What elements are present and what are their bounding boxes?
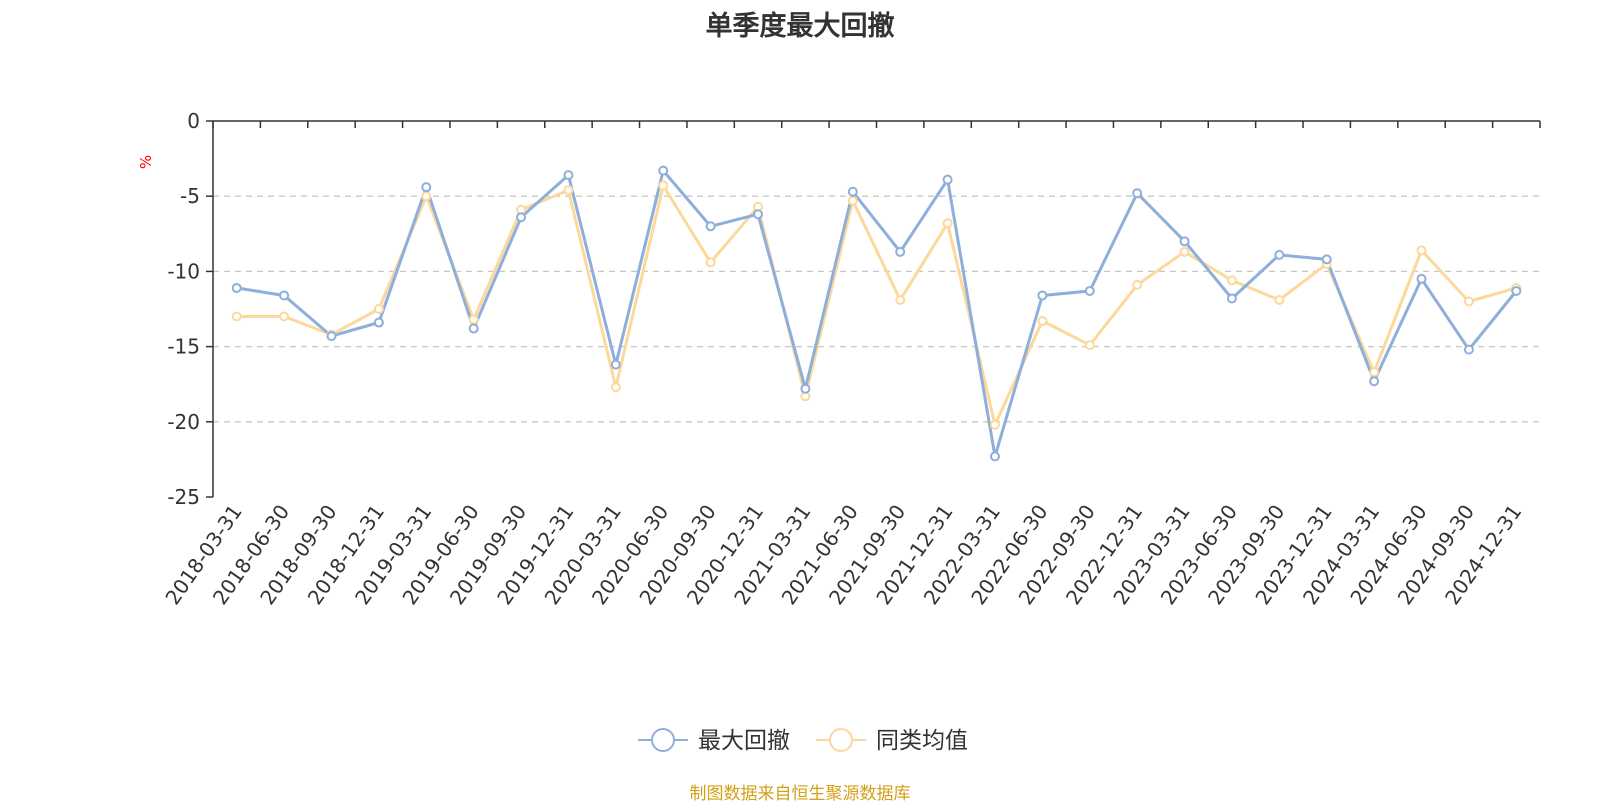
data-point (895, 294, 906, 305)
data-point (610, 382, 621, 393)
grid-lines (213, 195, 1540, 423)
data-point (516, 212, 527, 223)
data-point (421, 191, 432, 202)
legend-circle-icon (651, 728, 675, 752)
data-point (1463, 344, 1474, 355)
data-point (753, 209, 764, 220)
legend-label: 同类均值 (876, 728, 968, 754)
data-point (1226, 275, 1237, 286)
data-point (847, 186, 858, 197)
data-point (1511, 285, 1522, 296)
y-tick-label: -5 (180, 184, 200, 208)
data-point (231, 282, 242, 293)
data-point (1274, 294, 1285, 305)
y-tick-label: -15 (167, 335, 200, 359)
data-point (1084, 285, 1095, 296)
data-point (1369, 376, 1380, 387)
data-point (610, 359, 621, 370)
data-point (1369, 367, 1380, 378)
data-point (1321, 254, 1332, 265)
data-point (1463, 296, 1474, 307)
data-point (989, 419, 1000, 430)
legend-item[interactable]: 同类均值 (816, 728, 968, 754)
axes: 0-5-10-15-20-252018-03-312018-06-302018-… (160, 109, 1541, 609)
data-point (1179, 236, 1190, 247)
data-point (563, 185, 574, 196)
data-point (373, 304, 384, 314)
data-point (373, 317, 384, 328)
data-point (326, 331, 337, 342)
data-point (658, 180, 669, 191)
series-group (231, 165, 1522, 462)
data-point (1416, 273, 1427, 284)
data-point (658, 165, 669, 176)
chart-title: 单季度最大回撤 (705, 11, 895, 42)
y-tick-label: 0 (187, 109, 200, 133)
data-point (1084, 340, 1095, 351)
source-note: 制图数据来自恒生聚源数据库 (689, 784, 911, 804)
data-point (468, 323, 479, 334)
data-point (1037, 316, 1048, 327)
series-line (236, 169, 1518, 458)
data-point (279, 311, 290, 322)
data-point (1416, 245, 1427, 256)
y-axis-label: % (137, 155, 155, 169)
data-point (1274, 249, 1285, 260)
legend-item[interactable]: 最大回撤 (638, 728, 790, 754)
y-tick-label: -20 (167, 410, 200, 434)
data-point (942, 218, 953, 229)
data-point (1037, 290, 1048, 301)
legend-label: 最大回撤 (698, 728, 790, 754)
y-tick-label: -25 (167, 485, 200, 509)
data-point (1226, 293, 1237, 304)
data-point (989, 451, 1000, 462)
y-tick-label: -10 (167, 259, 200, 283)
data-point (847, 195, 858, 206)
data-point (421, 182, 432, 193)
data-point (942, 174, 953, 185)
data-point (1132, 188, 1143, 199)
data-point (468, 314, 479, 325)
data-point (231, 311, 242, 322)
legend[interactable]: 最大回撤 同类均值 (638, 728, 968, 754)
legend-circle-icon (829, 728, 853, 752)
data-point (705, 257, 716, 268)
data-point (563, 170, 574, 181)
data-point (1132, 279, 1143, 290)
data-point (1179, 246, 1190, 257)
data-point (705, 221, 716, 232)
data-point (279, 290, 290, 301)
data-point (895, 246, 906, 257)
data-point (800, 383, 811, 394)
